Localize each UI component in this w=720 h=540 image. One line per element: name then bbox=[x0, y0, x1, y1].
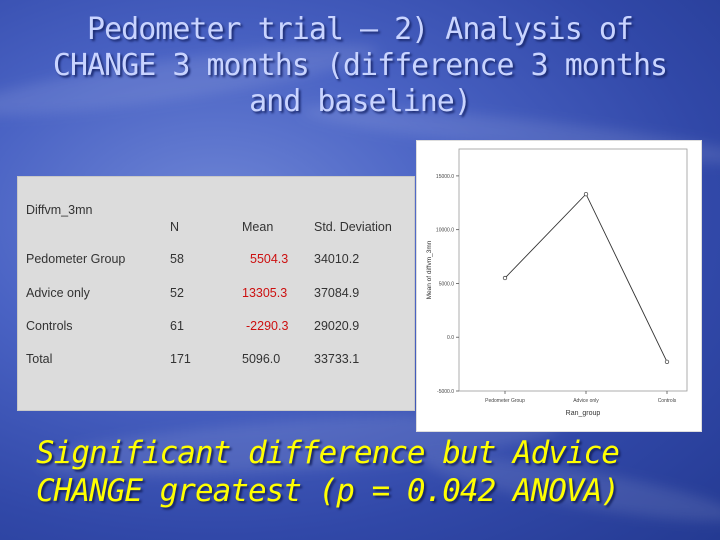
x-tick-label: Controls bbox=[658, 398, 677, 404]
row-label: Pedometer Group bbox=[26, 252, 126, 266]
row-mean: 5096.0 bbox=[242, 352, 281, 366]
row-n: 171 bbox=[170, 352, 191, 366]
x-tick-label: Pedometer Group bbox=[485, 398, 525, 404]
slide-title: Pedometer trial – 2) Analysis of CHANGE … bbox=[20, 12, 700, 120]
table-variable-label: Diffvm_3mn bbox=[26, 203, 93, 217]
row-n: 52 bbox=[170, 286, 184, 300]
row-label: Total bbox=[26, 352, 53, 366]
plot-area bbox=[458, 148, 688, 392]
data-point bbox=[583, 191, 589, 197]
row-n: 61 bbox=[170, 319, 184, 333]
descriptives-table: Diffvm_3mn N Mean Std. Deviation Pedomet… bbox=[17, 176, 415, 411]
means-line-chart: 15000.0 10000.0 5000.0 0.0 -5000.0 Pedometer … bbox=[426, 148, 688, 417]
x-tick-label: Advice only bbox=[573, 398, 599, 404]
row-mean: 5504.3 bbox=[250, 252, 289, 266]
data-point bbox=[664, 359, 670, 365]
y-tick-label: 15000.0 bbox=[436, 174, 454, 180]
conclusion-text: Significant difference but Advice CHANGE… bbox=[36, 434, 696, 510]
title-line-2: CHANGE 3 months (difference 3 months bbox=[52, 48, 668, 83]
row-sd: 29020.9 bbox=[314, 319, 360, 333]
y-axis-label: Mean of diffvm_3mn bbox=[426, 240, 433, 299]
conclusion-line-2: CHANGE greatest (p = 0.042 ANOVA) bbox=[36, 473, 620, 509]
data-point bbox=[502, 275, 508, 281]
y-tick-label: 5000.0 bbox=[439, 281, 455, 287]
conclusion-line-1: Significant difference but Advice bbox=[36, 435, 620, 471]
row-sd: 37084.9 bbox=[314, 286, 360, 300]
row-label: Advice only bbox=[26, 286, 90, 300]
row-label: Controls bbox=[26, 319, 73, 333]
title-line-3: and baseline) bbox=[249, 84, 472, 119]
row-sd: 34010.2 bbox=[314, 252, 360, 266]
x-axis-label: Ran_group bbox=[566, 410, 601, 417]
y-tick-label: 10000.0 bbox=[436, 228, 454, 234]
title-line-1: Pedometer trial – 2) Analysis of bbox=[87, 12, 634, 47]
row-mean: 13305.3 bbox=[242, 286, 288, 300]
header-n: N bbox=[170, 220, 180, 234]
y-tick-label: -5000.0 bbox=[437, 389, 454, 395]
row-n: 58 bbox=[170, 252, 184, 266]
header-mean: Mean bbox=[242, 220, 274, 234]
means-plot-panel: 15000.0 10000.0 5000.0 0.0 -5000.0 Pedometer … bbox=[416, 140, 702, 432]
row-sd: 33733.1 bbox=[314, 352, 360, 366]
header-std-deviation: Std. Deviation bbox=[314, 220, 392, 234]
row-mean: -2290.3 bbox=[246, 319, 289, 333]
y-tick-label: 0.0 bbox=[447, 335, 454, 341]
